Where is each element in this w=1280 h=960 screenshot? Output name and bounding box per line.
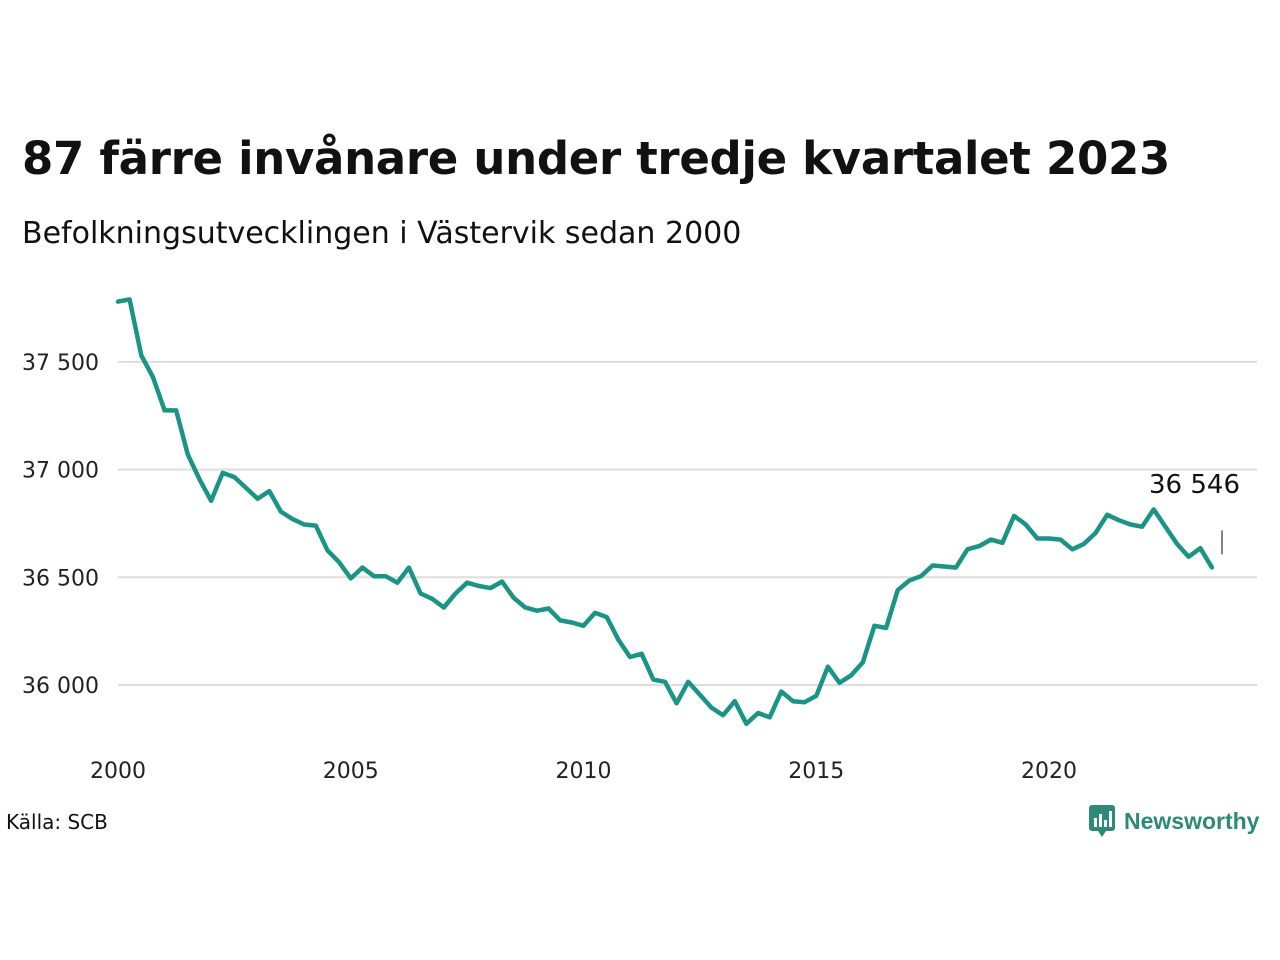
y-tick-label: 37 000 <box>22 459 99 484</box>
brand-logo[interactable]: Newsworthy <box>1088 804 1259 838</box>
y-tick-label: 36 500 <box>22 566 99 591</box>
chart-subtitle: Befolkningsutvecklingen i Västervik seda… <box>22 216 742 251</box>
y-tick-label: 36 000 <box>22 674 99 699</box>
x-tick-label: 2010 <box>556 759 612 784</box>
x-tick-label: 2005 <box>323 759 379 784</box>
chart-title: 87 färre invånare under tredje kvartalet… <box>22 132 1171 185</box>
x-tick-label: 2015 <box>788 759 844 784</box>
y-tick-label: 37 500 <box>22 351 99 376</box>
source-note: Källa: SCB <box>6 810 108 834</box>
newsworthy-logo-icon <box>1089 805 1115 837</box>
annotation-layer: 36 546 <box>1149 470 1240 555</box>
x-tick-label: 2000 <box>90 759 146 784</box>
last-value-label: 36 546 <box>1149 470 1240 500</box>
brand-name: Newsworthy <box>1124 807 1260 834</box>
y-axis-labels: 36 000 36 500 37 000 37 500 <box>22 351 99 699</box>
series-layer <box>115 297 1215 727</box>
x-axis-labels: 2000 2005 2010 2015 2020 <box>90 759 1077 784</box>
series-line <box>115 297 1215 727</box>
x-tick-label: 2020 <box>1021 759 1077 784</box>
gridlines <box>118 360 1257 686</box>
